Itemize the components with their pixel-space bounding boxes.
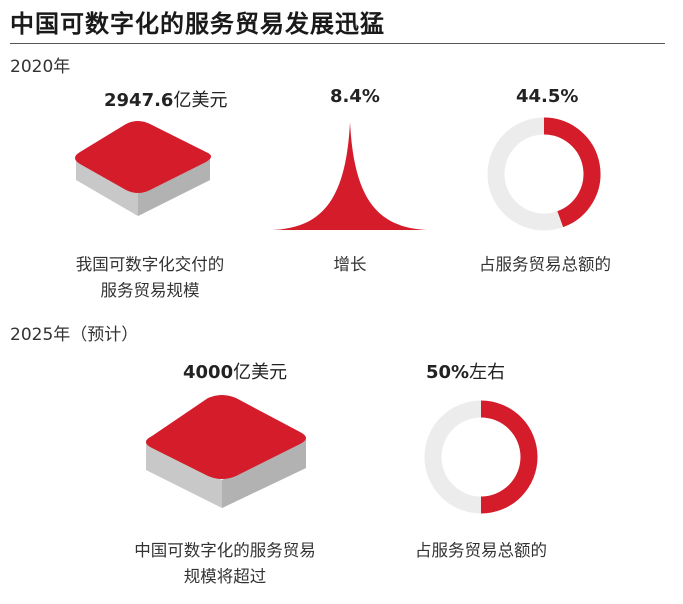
- caption-line: 增长: [333, 255, 367, 274]
- title-divider: [10, 43, 665, 44]
- caption-line: 我国可数字化交付的: [75, 255, 225, 274]
- value-number: 4000: [183, 362, 234, 383]
- value-label-2020-scale: 2947.6亿美元: [104, 86, 227, 112]
- value-number: 2947.6: [104, 90, 174, 111]
- section-label-2025: 2025年（预计）: [10, 325, 139, 345]
- value-block-2025: [146, 395, 306, 508]
- caption-line: 规模将超过: [183, 567, 267, 586]
- caption-2025-share: 占服务贸易总额的: [386, 538, 576, 564]
- section-label-2020: 2020年: [10, 57, 71, 77]
- value-unit: 左右: [469, 362, 506, 383]
- block-side-shade: [222, 438, 306, 508]
- value-unit: 亿美元: [173, 90, 228, 111]
- chart-title: 中国可数字化的服务贸易发展迅猛: [10, 10, 385, 38]
- caption-line: 服务贸易规模: [100, 281, 200, 300]
- value-number: 8.4%: [330, 86, 380, 107]
- value-number: 50%: [426, 362, 470, 383]
- caption-line: 占服务贸易总额的: [415, 541, 547, 560]
- growth-spike: [272, 122, 428, 230]
- donut-2025: [424, 400, 538, 514]
- donut-2020: [487, 117, 601, 231]
- caption-line: 中国可数字化的服务贸易: [134, 541, 316, 560]
- block-side-shade: [138, 156, 210, 216]
- caption-2020-share: 占服务贸易总额的: [450, 252, 640, 278]
- value-number: 44.5%: [516, 86, 579, 107]
- donut-arc: [543, 117, 601, 228]
- caption-line: 占服务贸易总额的: [479, 255, 611, 274]
- caption-2025-scale: 中国可数字化的服务贸易 规模将超过: [100, 538, 350, 590]
- block-top: [146, 395, 306, 479]
- value-label-2020-growth: 8.4%: [330, 86, 380, 107]
- value-label-2025-share: 50%左右: [426, 358, 505, 384]
- caption-2020-growth: 增长: [310, 252, 390, 278]
- value-label-2020-share: 44.5%: [516, 86, 578, 107]
- value-unit: 亿美元: [233, 362, 288, 383]
- spike-shape: [272, 122, 428, 230]
- caption-2020-scale: 我国可数字化交付的 服务贸易规模: [40, 252, 260, 304]
- value-label-2025-scale: 4000亿美元: [183, 358, 287, 384]
- donut-arc: [480, 400, 538, 514]
- value-block-2020: [75, 121, 211, 216]
- block-top: [75, 121, 211, 193]
